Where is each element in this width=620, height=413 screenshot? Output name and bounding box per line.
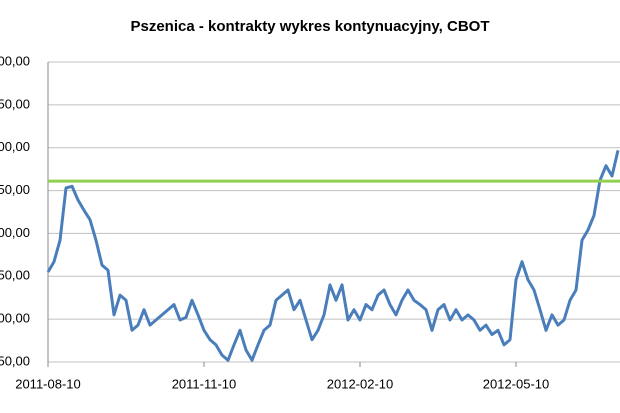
x-tick-label: 2012-05-10	[483, 376, 550, 391]
y-tick-label: 850,00	[0, 96, 30, 111]
y-tick-label: 600,00	[0, 311, 30, 326]
chart-title: Pszenica - kontrakty wykres kontynuacyjn…	[130, 18, 489, 35]
y-tick-label: 900,00	[0, 53, 30, 68]
y-tick-label: 800,00	[0, 139, 30, 154]
y-tick-label: 550,00	[0, 353, 30, 368]
y-tick-label: 650,00	[0, 268, 30, 283]
x-tick-label: 2011-11-10	[172, 376, 237, 391]
line-series	[46, 149, 620, 362]
y-tick-label: 750,00	[0, 182, 30, 197]
x-tick-label: 2012-02-10	[327, 376, 394, 391]
y-tick-label: 700,00	[0, 225, 30, 240]
x-tick-label: 2011-08-10	[15, 376, 81, 391]
